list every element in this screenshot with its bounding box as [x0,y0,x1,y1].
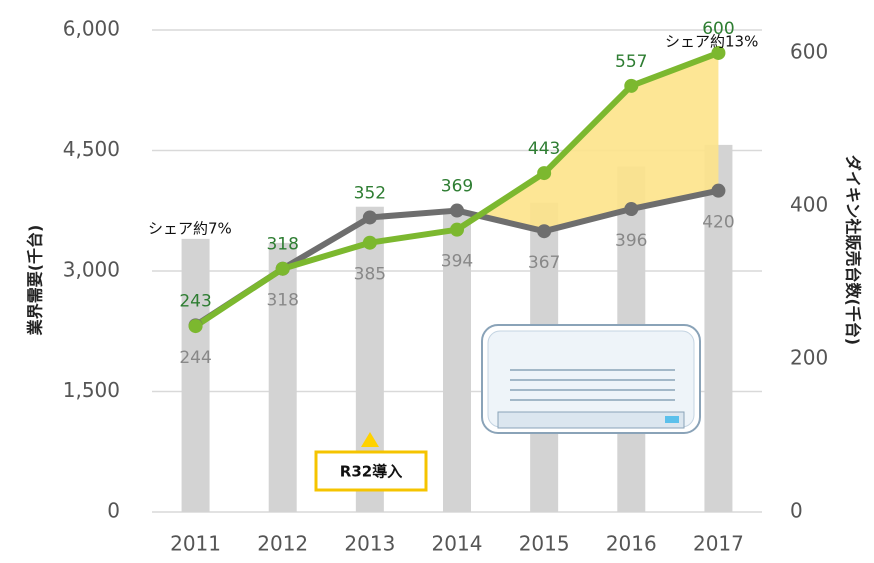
point [450,204,464,218]
point [189,319,203,333]
data-label: 394 [441,252,473,272]
data-label: 369 [441,177,473,197]
ac-flap [498,412,684,428]
point [624,79,638,93]
y2-axis-label: ダイキン社販売台数(千台) [844,155,863,345]
bar [269,243,297,512]
y-tick-label: 0 [107,499,120,523]
y2-tick-label: 600 [790,39,828,63]
y-tick-label: 4,500 [63,137,120,161]
data-label: 443 [528,139,560,159]
data-label: 352 [354,183,386,203]
annotation: シェア約13% [665,33,758,51]
x-tick-label: 2016 [606,532,657,556]
y2-tick-label: 200 [790,345,828,369]
data-label: 367 [528,253,560,273]
point [276,262,290,276]
y-tick-label: 3,000 [63,258,120,282]
data-label: 557 [615,52,647,72]
y-tick-label: 6,000 [63,17,120,41]
data-label: 318 [266,235,298,255]
data-label: 385 [354,265,386,285]
x-tick-label: 2014 [432,532,483,556]
data-label: 244 [179,348,211,368]
point [711,184,725,198]
y-tick-label: 1,500 [63,378,120,402]
data-label: 396 [615,231,647,251]
chart: 業界需要(千台) ダイキン社販売台数(千台) 0 1,500 3,000 4,500 6… [0,0,874,563]
annotation: シェア約7% [148,220,232,238]
data-label: 243 [179,291,211,311]
bar [704,145,732,512]
point [537,224,551,238]
point [363,236,377,250]
bar [182,239,210,512]
y2-tick-label: 0 [790,499,803,523]
share-gap-area [479,53,719,231]
x-tick-label: 2013 [344,532,395,556]
air-conditioner-icon [482,325,700,433]
x-tick-label: 2017 [693,532,744,556]
point [450,223,464,237]
y2-tick-label: 400 [790,192,828,216]
data-label: 420 [702,213,734,233]
ac-light [665,416,679,423]
data-label: 318 [266,291,298,311]
annotation: R32導入 [340,463,402,481]
x-tick-label: 2012 [257,532,308,556]
x-tick-label: 2015 [519,532,570,556]
point [363,210,377,224]
point [537,166,551,180]
y-axis-label: 業界需要(千台) [26,225,45,337]
point [624,202,638,216]
x-tick-label: 2011 [170,532,221,556]
